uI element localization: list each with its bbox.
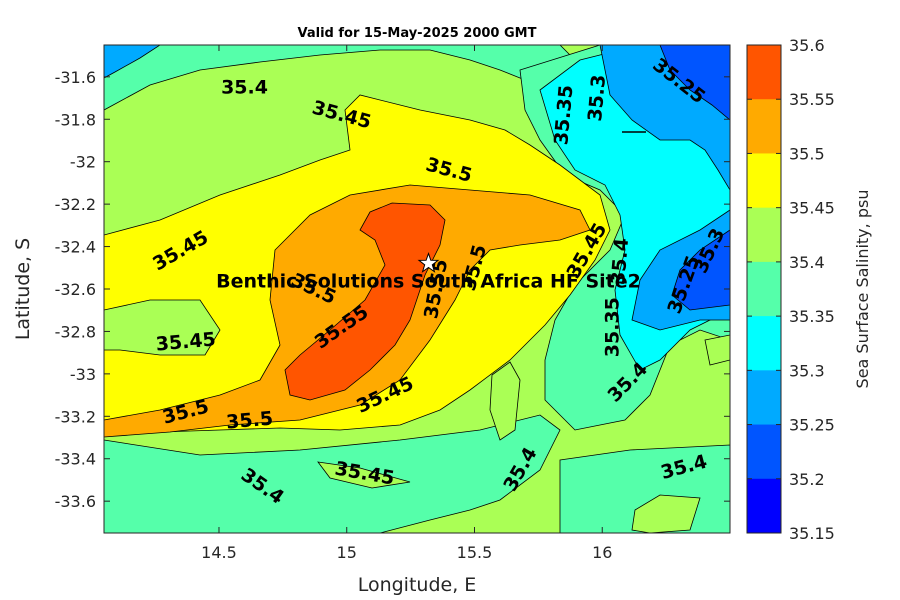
colorbar-band bbox=[747, 370, 781, 426]
region-35-55-core bbox=[284, 202, 446, 401]
y-tick-label: -32 bbox=[70, 153, 96, 172]
colorbar-band bbox=[747, 99, 781, 154]
y-tick-label: -33 bbox=[70, 365, 96, 384]
region-35-3-nw bbox=[104, 45, 161, 79]
colorbar-tick-label: 35.35 bbox=[789, 307, 835, 326]
y-tick-label: -31.6 bbox=[55, 68, 96, 87]
colorbar-band bbox=[747, 153, 781, 209]
site-label: Benthic Solutions South Africa HF Site2 bbox=[216, 271, 641, 293]
x-tick-label: 15 bbox=[337, 543, 357, 562]
region-35-45-pocket bbox=[317, 461, 411, 489]
contour-label: 35.4 bbox=[221, 76, 268, 98]
x-tick-label: 14.5 bbox=[201, 543, 237, 562]
colorbar-band bbox=[747, 316, 781, 371]
colorbar-band bbox=[747, 207, 781, 263]
y-tick-label: -32.4 bbox=[55, 238, 96, 257]
region-35-45-patch-se bbox=[631, 494, 701, 533]
colorbar-band bbox=[747, 261, 781, 317]
y-tick-label: -31.8 bbox=[55, 110, 96, 129]
site-star-icon bbox=[417, 251, 440, 273]
region-35-5-band bbox=[104, 184, 591, 438]
colorbar-band bbox=[747, 424, 781, 480]
y-tick-label: -32.2 bbox=[55, 195, 96, 214]
colorbar-tick-label: 35.15 bbox=[789, 524, 835, 543]
region-35-45-patch-east bbox=[489, 361, 521, 441]
contour-label: 35.3 bbox=[584, 74, 610, 123]
contour-label: 35.35 bbox=[550, 84, 577, 146]
colorbar-tick-label: 35.45 bbox=[789, 199, 835, 218]
region-35-45-island-south bbox=[104, 299, 221, 356]
colorbar-tick-label: 35.2 bbox=[789, 470, 825, 489]
y-tick-label: -33.2 bbox=[55, 407, 96, 426]
colorbar-tick-label: 35.25 bbox=[789, 416, 835, 435]
colorbar-band bbox=[747, 45, 781, 100]
region-35-25-east bbox=[671, 229, 730, 311]
contour-label: 35.35 bbox=[601, 297, 623, 357]
y-tick-label: -32.8 bbox=[55, 322, 96, 341]
x-tick-label: 16 bbox=[592, 543, 612, 562]
colorbar-tick-label: 35.55 bbox=[789, 90, 835, 109]
region-35-45-patch-ne bbox=[704, 334, 730, 366]
colorbar-tick-label: 35.3 bbox=[789, 361, 825, 380]
colorbar-label: Sea Surface Salinity, psu bbox=[853, 190, 872, 389]
y-tick-label: -33.6 bbox=[55, 492, 96, 511]
colorbar-band bbox=[747, 478, 781, 534]
colorbar-tick-label: 35.4 bbox=[789, 253, 825, 272]
chart-title: Valid for 15-May-2025 2000 GMT bbox=[298, 26, 537, 41]
region-35-25-ne bbox=[659, 45, 730, 121]
y-tick-label: -32.6 bbox=[55, 280, 96, 299]
colorbar-tick-label: 35.5 bbox=[789, 144, 825, 163]
contour-label: 35.5 bbox=[225, 408, 274, 434]
contour-label: 35.4 bbox=[607, 237, 633, 286]
x-tick-label: 15.5 bbox=[457, 543, 493, 562]
x-axis-label: Longitude, E bbox=[358, 574, 477, 596]
colorbar-frame bbox=[746, 44, 782, 534]
y-axis-label: Latitude, S bbox=[12, 238, 34, 340]
colorbar-tick-label: 35.6 bbox=[789, 36, 825, 55]
y-tick-label: -33.4 bbox=[55, 450, 96, 469]
contour-label: 35.45 bbox=[155, 328, 217, 355]
